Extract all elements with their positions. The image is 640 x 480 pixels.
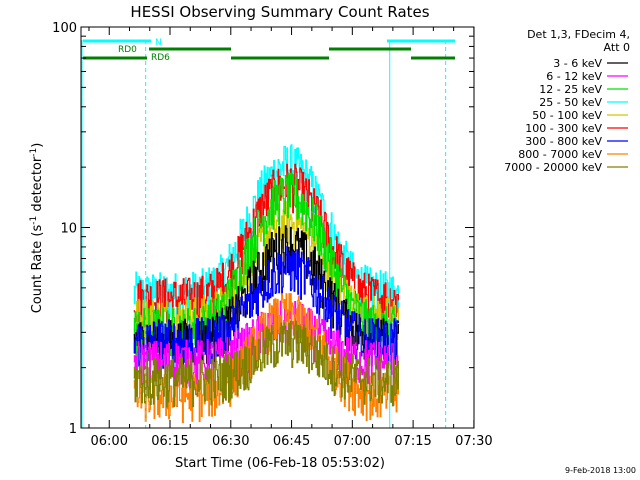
x-tick-label: 06:00 [91,434,128,449]
y-label-part-2: detector [30,156,45,216]
y-label-sup-2: -1 [29,148,39,157]
chart-title: HESSI Observing Summary Count Rates [130,3,429,21]
y-label-part-1: Count Rate (s [30,225,45,314]
y-label-sup-1: -1 [29,216,39,225]
y-tick-label: 1 [69,422,77,437]
legend-label: 50 - 100 keV [532,109,602,122]
overlay-layer: N RD0 RD6 [81,38,455,428]
attenuator-label-rd6: RD6 [151,53,170,63]
x-tick-label: 06:30 [212,434,249,449]
footer-date: 9-Feb-2018 13:00 [565,466,636,475]
x-tick-label: 07:30 [455,434,492,449]
series-line-7000_20000keV [133,320,400,408]
attenuator-label-rd0: RD0 [118,45,137,55]
x-axis-label: Start Time (06-Feb-18 05:53:02) [175,456,385,471]
axes: 06:00 06:15 06:30 06:45 07:00 07:15 07:30 1 10 10… [52,21,492,449]
attenuator-label-n: N [155,38,162,48]
y-label-part-3: ) [30,143,45,148]
legend-header-line-1: Det 1,3, FDecim 4, [527,28,630,41]
x-tick-label: 07:15 [394,434,431,449]
legend-label: 800 - 7000 keV [518,148,602,161]
legend-label: 300 - 800 keV [525,135,602,148]
x-tick-label: 06:15 [151,434,188,449]
y-axis-label: Count Rate (s-1 detector-1) [29,143,45,314]
x-tick-label: 07:00 [334,434,371,449]
legend-label: 3 - 6 keV [553,57,602,70]
y-tick-label: 100 [52,21,77,36]
legend-label: 25 - 50 keV [539,96,602,109]
data-layer [133,144,400,424]
series-line-50_100keV [133,200,400,348]
y-tick-label: 10 [60,222,77,237]
legend-label: 12 - 25 keV [539,83,602,96]
legend-label: 7000 - 20000 keV [504,161,602,174]
legend-label: 6 - 12 keV [546,70,602,83]
legend-header-line-2: Att 0 [604,41,630,54]
series-line-300_800keV [133,245,400,369]
legend-label: 100 - 300 keV [525,122,602,135]
x-tick-label: 06:45 [273,434,310,449]
